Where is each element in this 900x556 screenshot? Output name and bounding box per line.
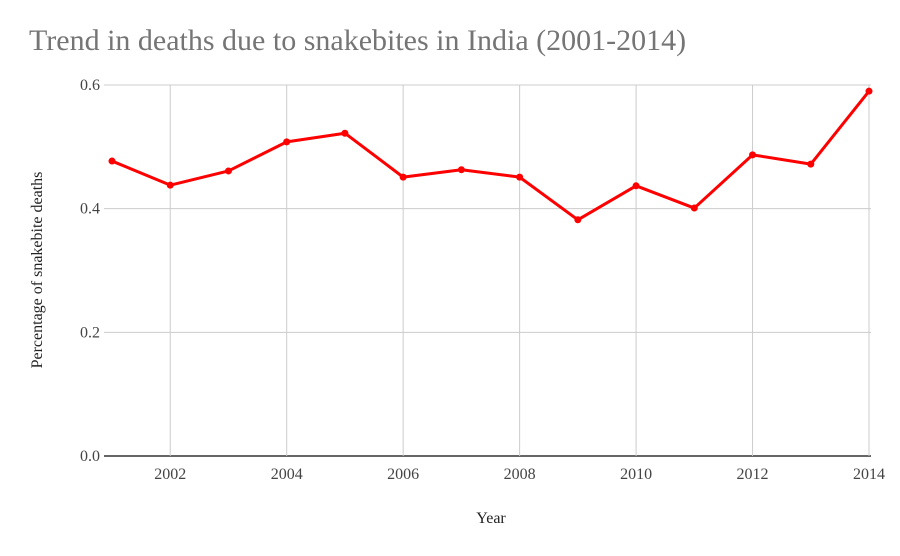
data-point-marker[interactable] bbox=[283, 138, 291, 146]
data-point-marker[interactable] bbox=[166, 181, 174, 189]
data-point-marker[interactable] bbox=[457, 166, 465, 174]
x-axis-label: Year bbox=[476, 510, 506, 527]
data-point-marker[interactable] bbox=[690, 204, 698, 212]
data-point-marker[interactable] bbox=[749, 151, 757, 159]
x-tick-label: 2012 bbox=[737, 466, 769, 483]
x-tick-label: 2004 bbox=[271, 466, 303, 483]
x-tick-label: 2010 bbox=[620, 466, 652, 483]
data-point-marker[interactable] bbox=[807, 160, 815, 168]
data-point-marker[interactable] bbox=[865, 87, 873, 95]
x-tick-label: 2002 bbox=[154, 466, 186, 483]
y-tick-label: 0.0 bbox=[80, 448, 100, 465]
data-point-marker[interactable] bbox=[108, 157, 116, 165]
data-point-marker[interactable] bbox=[574, 216, 582, 224]
data-series bbox=[108, 87, 873, 224]
data-point-marker[interactable] bbox=[399, 173, 407, 181]
x-tick-label: 2006 bbox=[387, 466, 419, 483]
x-tick-label: 2014 bbox=[853, 466, 885, 483]
y-tick-label: 0.2 bbox=[80, 324, 100, 341]
series-line bbox=[111, 90, 871, 222]
y-tick-label: 0.4 bbox=[80, 201, 100, 218]
chart-title: Trend in deaths due to snakebites in Ind… bbox=[29, 24, 687, 57]
y-tick-label: 0.6 bbox=[80, 77, 100, 94]
data-point-marker[interactable] bbox=[224, 167, 232, 175]
data-point-marker[interactable] bbox=[632, 182, 640, 190]
gridlines bbox=[104, 84, 871, 457]
data-point-marker[interactable] bbox=[516, 173, 524, 181]
x-axis-ticks: 2002 2004 2006 2008 2010 2012 2014 bbox=[154, 466, 885, 483]
data-point-marker[interactable] bbox=[341, 129, 349, 137]
x-tick-label: 2008 bbox=[504, 466, 536, 483]
y-axis-ticks: 0.0 0.2 0.4 0.6 bbox=[80, 77, 100, 465]
